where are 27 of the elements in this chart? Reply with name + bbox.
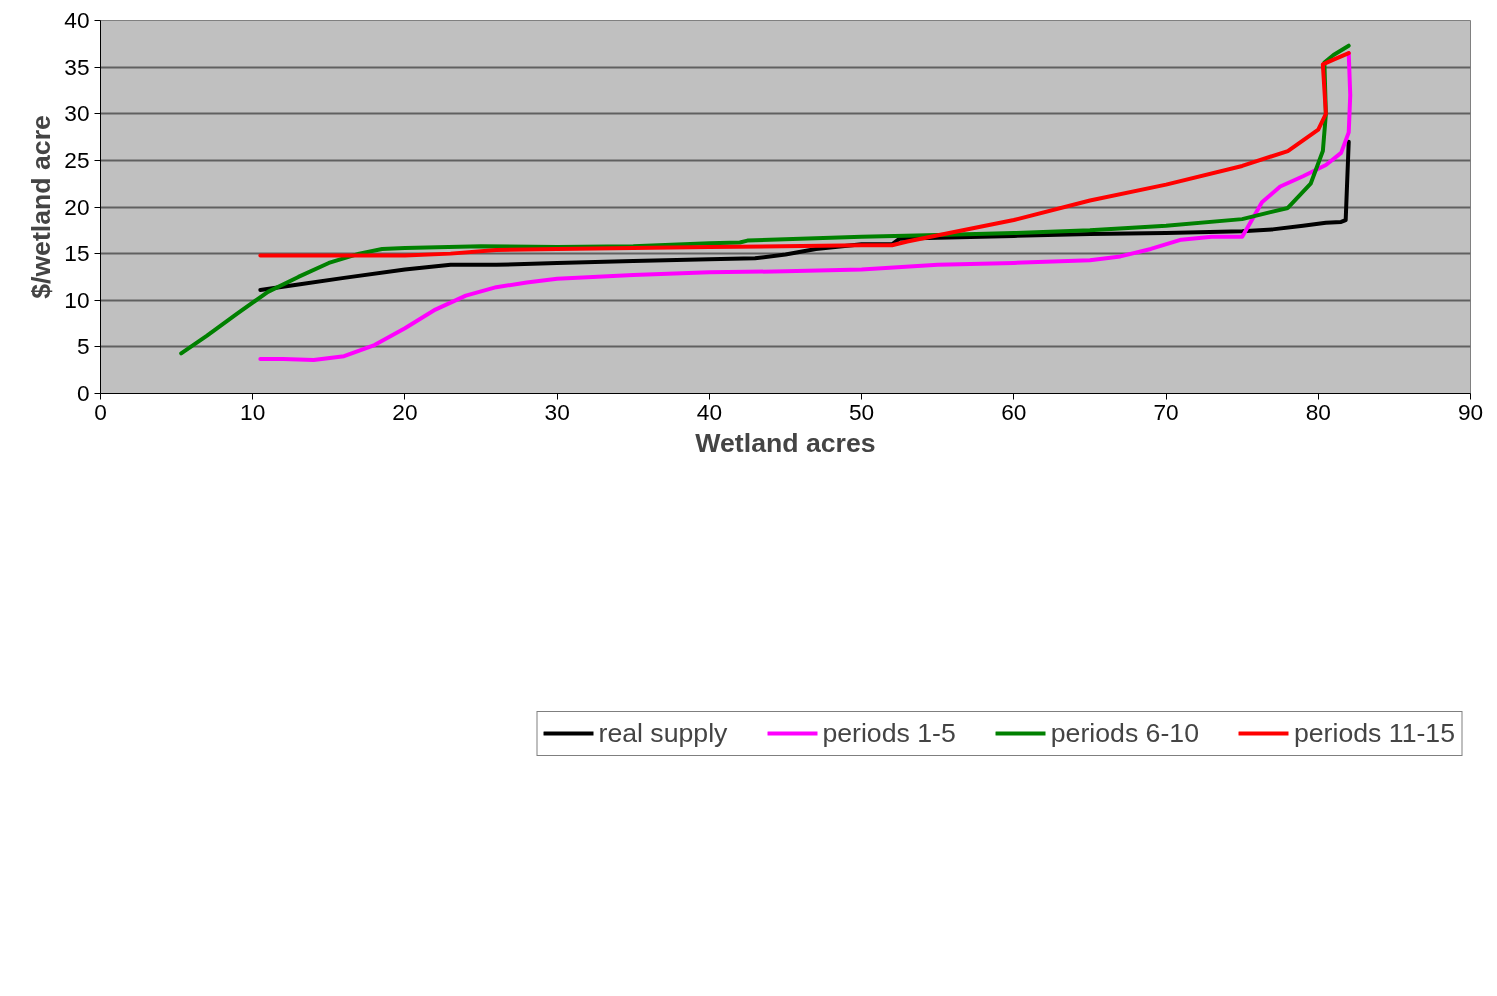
y-axis-title: $/wetland acre (26, 115, 57, 299)
y-tick-label: 15 (64, 240, 90, 267)
x-tick-label: 70 (1153, 398, 1179, 425)
y-tick-label: 5 (76, 333, 90, 360)
legend-label: periods 6-10 (1050, 717, 1199, 749)
x-tick-label: 30 (544, 398, 570, 425)
x-tick-label: 90 (1457, 398, 1484, 425)
x-tick-label: 50 (849, 398, 875, 425)
legend-label: periods 1-5 (822, 717, 956, 749)
y-tick-label: 40 (64, 7, 90, 33)
x-tick-label: 60 (1001, 398, 1027, 425)
legend-label: real supply (598, 717, 728, 749)
y-tick-label: 20 (64, 193, 90, 220)
y-tick-label: 30 (64, 100, 90, 127)
x-tick-label: 80 (1305, 398, 1331, 425)
y-tick-label: 0 (76, 380, 90, 406)
y-tick-label: 10 (64, 286, 90, 313)
x-axis-title: Wetland acres (695, 427, 876, 458)
y-tick-label: 35 (64, 53, 90, 80)
x-tick-label: 0 (94, 398, 107, 425)
line-series (258, 139, 1351, 292)
x-tick-label: 20 (392, 398, 418, 425)
line-series (258, 51, 1351, 258)
x-tick-label: 10 (240, 398, 266, 425)
y-tick-label: 25 (64, 146, 90, 173)
x-tick-label: 40 (696, 398, 722, 425)
legend-label: periods 11-15 (1293, 717, 1455, 749)
